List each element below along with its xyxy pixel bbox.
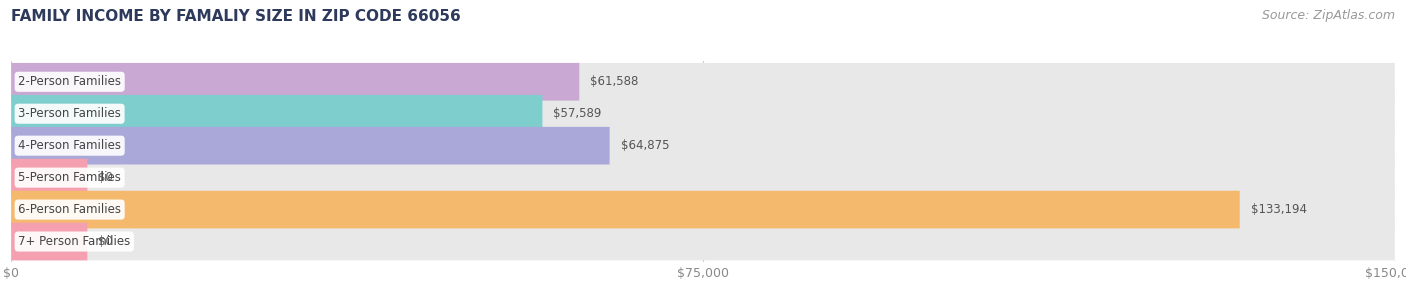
- FancyBboxPatch shape: [11, 63, 1395, 101]
- FancyBboxPatch shape: [11, 95, 1395, 133]
- Text: $133,194: $133,194: [1251, 203, 1306, 216]
- FancyBboxPatch shape: [11, 63, 579, 101]
- FancyBboxPatch shape: [11, 223, 87, 260]
- Text: 2-Person Families: 2-Person Families: [18, 75, 121, 88]
- Text: $57,589: $57,589: [554, 107, 602, 120]
- Text: $64,875: $64,875: [620, 139, 669, 152]
- FancyBboxPatch shape: [11, 159, 87, 196]
- FancyBboxPatch shape: [11, 191, 1395, 228]
- Text: 5-Person Families: 5-Person Families: [18, 171, 121, 184]
- Text: 7+ Person Families: 7+ Person Families: [18, 235, 131, 248]
- Text: $61,588: $61,588: [591, 75, 638, 88]
- FancyBboxPatch shape: [11, 127, 1395, 164]
- FancyBboxPatch shape: [11, 159, 1395, 196]
- Text: 6-Person Families: 6-Person Families: [18, 203, 121, 216]
- FancyBboxPatch shape: [11, 95, 543, 133]
- FancyBboxPatch shape: [11, 127, 610, 164]
- FancyBboxPatch shape: [11, 223, 1395, 260]
- Text: Source: ZipAtlas.com: Source: ZipAtlas.com: [1261, 9, 1395, 22]
- Text: $0: $0: [98, 171, 114, 184]
- Text: 3-Person Families: 3-Person Families: [18, 107, 121, 120]
- Text: 4-Person Families: 4-Person Families: [18, 139, 121, 152]
- Text: FAMILY INCOME BY FAMALIY SIZE IN ZIP CODE 66056: FAMILY INCOME BY FAMALIY SIZE IN ZIP COD…: [11, 9, 461, 24]
- FancyBboxPatch shape: [11, 191, 1240, 228]
- Text: $0: $0: [98, 235, 114, 248]
